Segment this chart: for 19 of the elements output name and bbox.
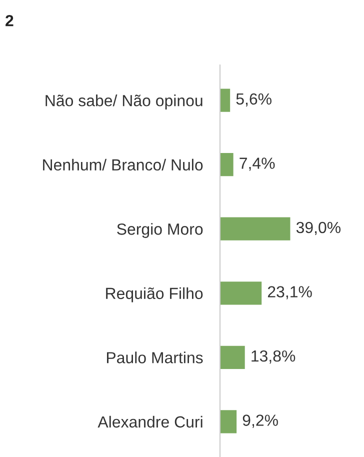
bar [220, 410, 237, 434]
data-label: 23,1% [268, 286, 312, 300]
y-tick-label: Requião Filho [106, 287, 203, 302]
y-tick-label: Nenhum/ Branco/ Nulo [43, 158, 203, 171]
data-label: 13,8% [252, 350, 296, 364]
data-label: 5,6% [236, 93, 272, 107]
bar [220, 217, 290, 240]
data-label: 9,2% [242, 414, 278, 428]
data-label: 7,4% [240, 158, 275, 171]
text: 2 [6, 14, 14, 26]
y-tick-label: Alexandre Curi [98, 416, 202, 428]
bar [220, 346, 245, 369]
data-label: 39,0% [296, 222, 341, 236]
bar [220, 282, 262, 305]
y-tick-label: Sergio Moro [117, 223, 203, 238]
y-tick-label: Paulo Martins [107, 352, 203, 364]
bar [220, 153, 234, 176]
y-tick-label: Não sabe/ Não opinou [46, 94, 202, 110]
bar [220, 88, 230, 112]
